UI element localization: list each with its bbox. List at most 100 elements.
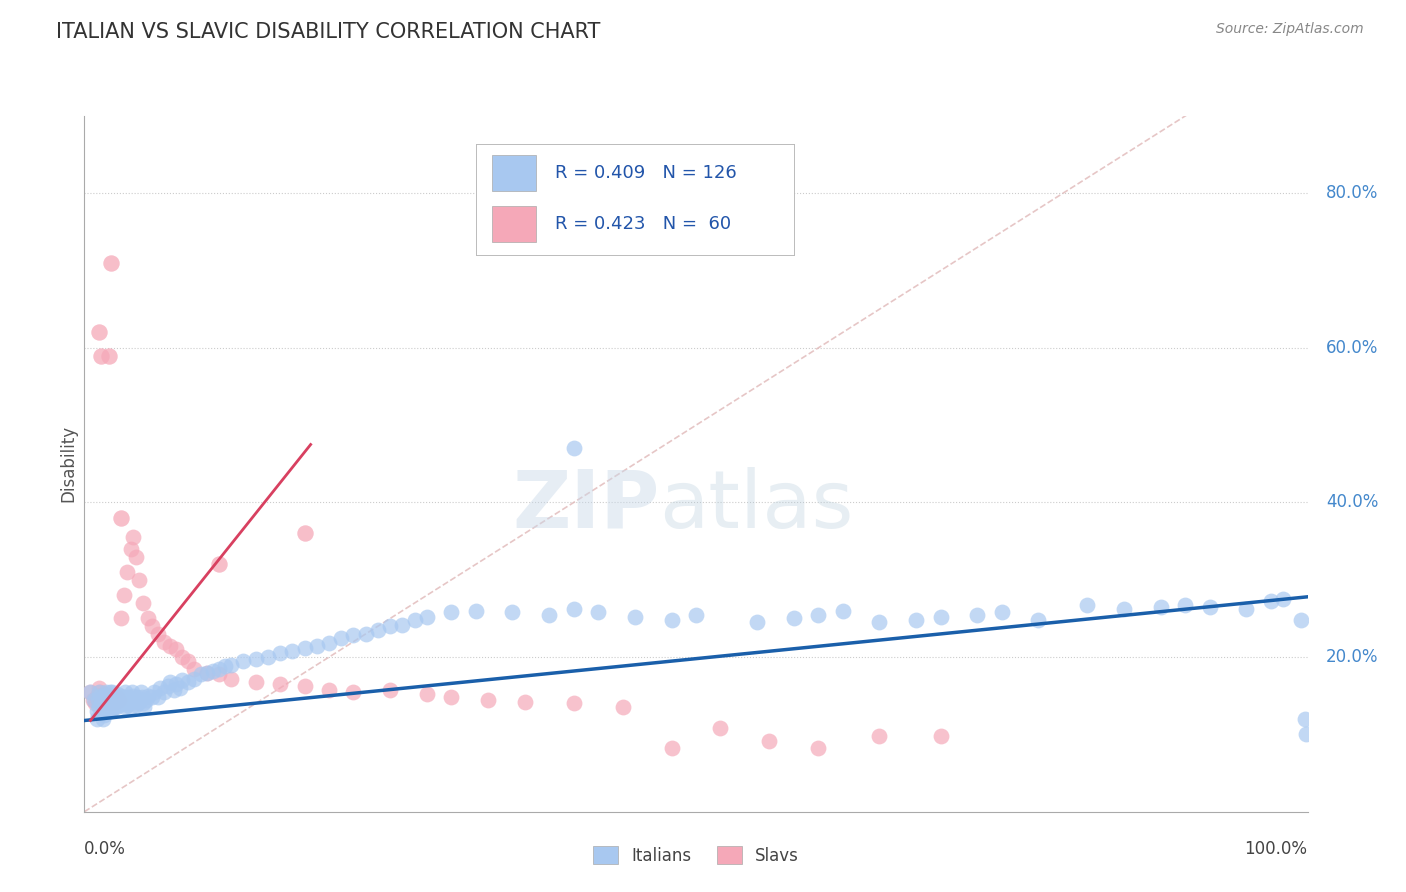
- Point: [120, 700, 142, 714]
- Point: [165, 677, 187, 691]
- Point: [156, 680, 179, 694]
- Point: [783, 611, 806, 625]
- Point: [990, 605, 1012, 619]
- Text: 20.0%: 20.0%: [1326, 648, 1378, 666]
- Point: [177, 654, 200, 668]
- Point: [172, 650, 194, 665]
- Point: [97, 689, 120, 703]
- Point: [177, 674, 200, 689]
- Point: [79, 685, 101, 699]
- Point: [128, 573, 150, 587]
- Point: [143, 685, 166, 699]
- Point: [354, 627, 377, 641]
- Point: [269, 646, 291, 660]
- Point: [105, 695, 128, 709]
- Point: [477, 692, 499, 706]
- Point: [966, 607, 988, 622]
- Point: [121, 685, 143, 699]
- Point: [195, 665, 218, 680]
- Point: [125, 698, 148, 712]
- Point: [86, 704, 108, 718]
- Point: [84, 697, 107, 711]
- Point: [709, 721, 731, 735]
- Point: [91, 697, 114, 711]
- Point: [103, 690, 125, 705]
- Point: [869, 729, 891, 743]
- Point: [115, 698, 138, 712]
- Point: [153, 685, 176, 699]
- Point: [127, 692, 149, 706]
- Point: [169, 681, 191, 695]
- Text: 80.0%: 80.0%: [1326, 185, 1378, 202]
- Point: [416, 610, 439, 624]
- Point: [122, 689, 145, 703]
- Point: [86, 712, 108, 726]
- Point: [141, 690, 163, 705]
- Point: [869, 615, 891, 630]
- Point: [125, 549, 148, 564]
- Point: [367, 623, 389, 637]
- Point: [110, 697, 132, 711]
- Point: [125, 690, 148, 705]
- Point: [538, 607, 561, 622]
- Point: [208, 667, 231, 681]
- Point: [136, 689, 159, 703]
- Point: [440, 690, 463, 705]
- Point: [330, 631, 353, 645]
- Point: [391, 617, 413, 632]
- Point: [190, 667, 212, 681]
- Point: [129, 685, 152, 699]
- Point: [318, 636, 340, 650]
- Point: [562, 602, 585, 616]
- Point: [105, 700, 128, 714]
- Y-axis label: Disability: Disability: [59, 425, 77, 502]
- Point: [245, 674, 267, 689]
- Point: [91, 712, 114, 726]
- Point: [929, 610, 952, 624]
- Point: [219, 672, 242, 686]
- Point: [90, 697, 112, 711]
- Point: [172, 673, 194, 688]
- Point: [87, 700, 110, 714]
- Point: [94, 700, 117, 714]
- Point: [89, 685, 111, 699]
- Point: [136, 611, 159, 625]
- Point: [1198, 599, 1220, 614]
- Text: atlas: atlas: [659, 467, 853, 545]
- Point: [132, 697, 155, 711]
- Point: [96, 685, 118, 699]
- Point: [141, 619, 163, 633]
- Point: [98, 685, 121, 699]
- Point: [120, 541, 142, 556]
- Point: [1174, 598, 1197, 612]
- Point: [758, 733, 780, 747]
- Point: [100, 692, 122, 706]
- Text: 0.0%: 0.0%: [84, 839, 127, 857]
- Point: [195, 665, 218, 680]
- Point: [257, 650, 280, 665]
- Point: [1294, 712, 1316, 726]
- Point: [111, 692, 134, 706]
- Point: [90, 349, 112, 363]
- Point: [124, 695, 146, 709]
- Point: [342, 685, 364, 699]
- Point: [112, 588, 135, 602]
- Point: [232, 654, 254, 668]
- Text: ZIP: ZIP: [512, 467, 659, 545]
- Point: [98, 697, 121, 711]
- Point: [115, 695, 138, 709]
- Point: [87, 685, 110, 699]
- Point: [513, 695, 536, 709]
- Point: [294, 526, 316, 541]
- Point: [1028, 613, 1050, 627]
- Point: [1291, 613, 1313, 627]
- Point: [97, 690, 120, 705]
- Text: Source: ZipAtlas.com: Source: ZipAtlas.com: [1216, 22, 1364, 37]
- Point: [87, 692, 110, 706]
- Point: [163, 682, 186, 697]
- Point: [100, 690, 122, 705]
- Point: [86, 689, 108, 703]
- Point: [114, 700, 136, 714]
- Point: [201, 664, 224, 678]
- Point: [131, 690, 153, 705]
